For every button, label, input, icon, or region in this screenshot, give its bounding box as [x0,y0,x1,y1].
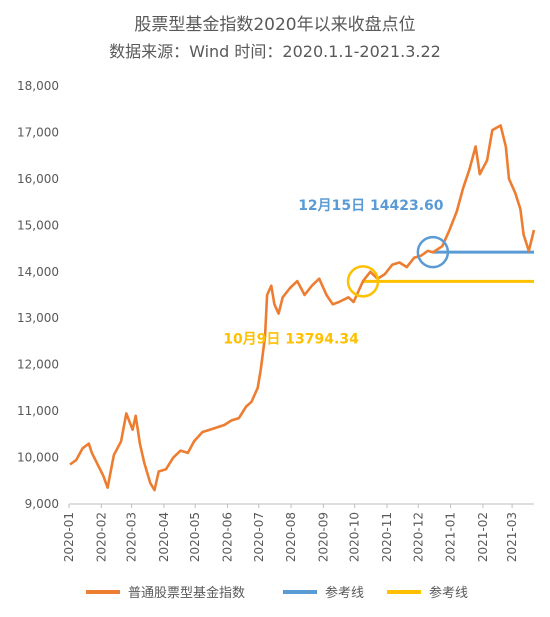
x-tick-label: 2020-02 [94,512,108,562]
legend-swatch-blue [283,589,317,594]
y-tick-label: 15,000 [17,218,59,232]
y-axis-ticks: 9,000 10,000 11,000 12,000 13,000 14,000 15,00… [17,79,59,511]
y-tick-label: 18,000 [17,79,59,93]
chart-subtitle: 数据来源：Wind 时间：2020.1.1-2021.3.22 [109,42,441,61]
y-tick-label: 17,000 [17,125,59,139]
legend-item-main-series: 普通股票型基金指数 [86,582,245,601]
x-tick-label: 2021-02 [476,512,490,562]
series-line-main [69,124,536,492]
x-tick-label: 2020-06 [220,512,234,562]
y-tick-label: 10,000 [17,451,59,465]
x-tick-label: 2020-08 [284,512,298,562]
x-tick-label: 2021-01 [444,512,458,562]
annotation-circle-yellow [346,265,380,298]
legend-swatch-orange [86,589,120,594]
legend: 普通股票型基金指数 参考线 参考线 [0,582,550,604]
y-tick-label: 13,000 [17,311,59,325]
legend-item-yellow-ref: 参考线 [387,582,468,601]
annotation-label-blue: 12月15日 14423.60 [298,198,444,214]
annotation-markers [346,235,450,298]
x-tick-label: 2020-12 [411,512,425,562]
series-lines [69,124,536,492]
chart-title: 股票型基金指数2020年以来收盘点位 [134,15,416,35]
legend-item-blue-ref: 参考线 [283,582,364,601]
annotation-label-yellow: 10月9日 13794.34 [223,331,359,347]
x-tick-label: 2020-09 [316,512,330,562]
y-tick-label: 14,000 [17,265,59,279]
x-tick-label: 2020-11 [380,512,394,562]
y-tick-label: 16,000 [17,172,59,186]
x-tick-label: 2020-03 [125,512,139,562]
legend-label: 参考线 [429,586,469,601]
x-axis-ticks: 2020-01 2020-02 2020-03 2020-04 2020-05 2020-… [62,504,519,562]
x-tick-label: 2020-07 [252,512,266,562]
x-tick-label: 2020-05 [188,512,202,562]
legend-swatch-yellow [387,589,421,594]
x-tick-label: 2020-01 [62,512,76,562]
annotation-circle-blue [416,235,450,269]
reference-lines [363,250,534,283]
legend-label: 普通股票型基金指数 [128,586,246,601]
legend-label: 参考线 [325,586,365,601]
y-tick-label: 12,000 [17,358,59,372]
y-tick-label: 11,000 [17,404,59,418]
x-tick-label: 2020-10 [348,512,362,562]
x-tick-label: 2020-04 [157,512,171,562]
annotations: 12月15日 14423.60 10月9日 13794.34 [223,198,444,347]
x-tick-label: 2021-03 [505,512,519,562]
y-tick-label: 9,000 [25,497,59,511]
